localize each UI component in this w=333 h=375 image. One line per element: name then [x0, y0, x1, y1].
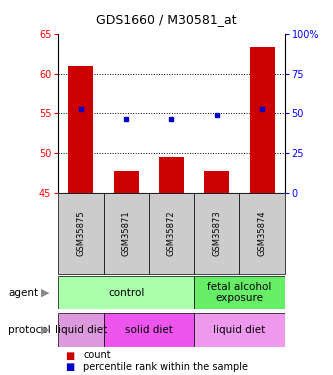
Bar: [58, 276, 194, 309]
Bar: [194, 193, 239, 274]
Text: GSM35874: GSM35874: [257, 211, 267, 256]
Text: GSM35875: GSM35875: [76, 211, 86, 256]
Text: ▶: ▶: [41, 288, 49, 297]
Text: protocol: protocol: [8, 325, 51, 335]
Text: GSM35872: GSM35872: [167, 211, 176, 256]
Text: ▶: ▶: [41, 325, 49, 335]
Bar: [69, 66, 93, 193]
Bar: [250, 47, 274, 193]
Text: control: control: [108, 288, 145, 297]
Text: liquid diet: liquid diet: [213, 325, 265, 335]
Bar: [114, 171, 139, 193]
Bar: [58, 193, 104, 274]
Text: GDS1660 / M30581_at: GDS1660 / M30581_at: [96, 13, 237, 26]
Bar: [104, 193, 149, 274]
Text: solid diet: solid diet: [125, 325, 173, 335]
Text: agent: agent: [8, 288, 38, 297]
Text: GSM35871: GSM35871: [122, 211, 131, 256]
Text: fetal alcohol
exposure: fetal alcohol exposure: [207, 282, 272, 303]
Text: ■: ■: [65, 362, 74, 372]
Bar: [194, 313, 285, 347]
Text: count: count: [83, 351, 111, 360]
Bar: [194, 276, 285, 309]
Bar: [149, 193, 194, 274]
Bar: [58, 313, 104, 347]
Bar: [239, 193, 285, 274]
Bar: [159, 157, 184, 193]
Text: ■: ■: [65, 351, 74, 360]
Bar: [104, 313, 194, 347]
Bar: [204, 171, 229, 193]
Text: percentile rank within the sample: percentile rank within the sample: [83, 362, 248, 372]
Text: liquid diet: liquid diet: [55, 325, 107, 335]
Text: GSM35873: GSM35873: [212, 211, 221, 256]
